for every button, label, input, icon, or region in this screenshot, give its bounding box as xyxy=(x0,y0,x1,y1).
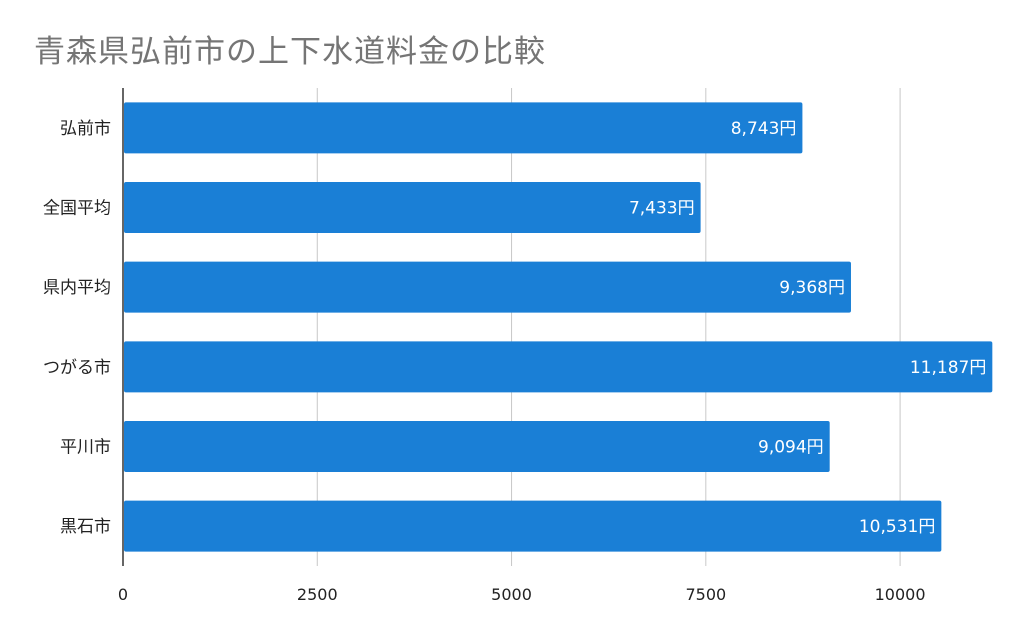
x-tick-label: 7500 xyxy=(685,585,726,604)
data-label: 9,094円 xyxy=(758,438,824,458)
grid-lines xyxy=(316,88,901,566)
x-tick-label: 5000 xyxy=(491,585,532,604)
data-label: 10,531円 xyxy=(859,517,935,537)
bar xyxy=(124,102,803,154)
bar xyxy=(124,341,993,393)
bar xyxy=(124,261,851,313)
category-label: 県内平均 xyxy=(43,278,111,298)
bar-series xyxy=(124,102,993,552)
data-label: 11,187円 xyxy=(910,358,986,378)
category-label: 黒石市 xyxy=(60,517,111,537)
data-label: 7,433円 xyxy=(629,199,695,219)
category-label: 全国平均 xyxy=(43,199,111,219)
bar xyxy=(124,421,830,472)
category-label: 平川市 xyxy=(60,438,111,458)
x-tick-label: 10000 xyxy=(875,585,926,604)
x-tick-label: 2500 xyxy=(297,585,338,604)
bar xyxy=(124,182,701,233)
category-label: つがる市 xyxy=(43,358,111,378)
data-label: 8,743円 xyxy=(731,119,797,139)
bar xyxy=(124,500,942,552)
x-tick-label: 0 xyxy=(118,585,128,604)
chart-title: 青森県弘前市の上下水道料金の比較 xyxy=(34,34,546,70)
data-label: 9,368円 xyxy=(779,278,845,298)
category-label: 弘前市 xyxy=(60,119,111,139)
